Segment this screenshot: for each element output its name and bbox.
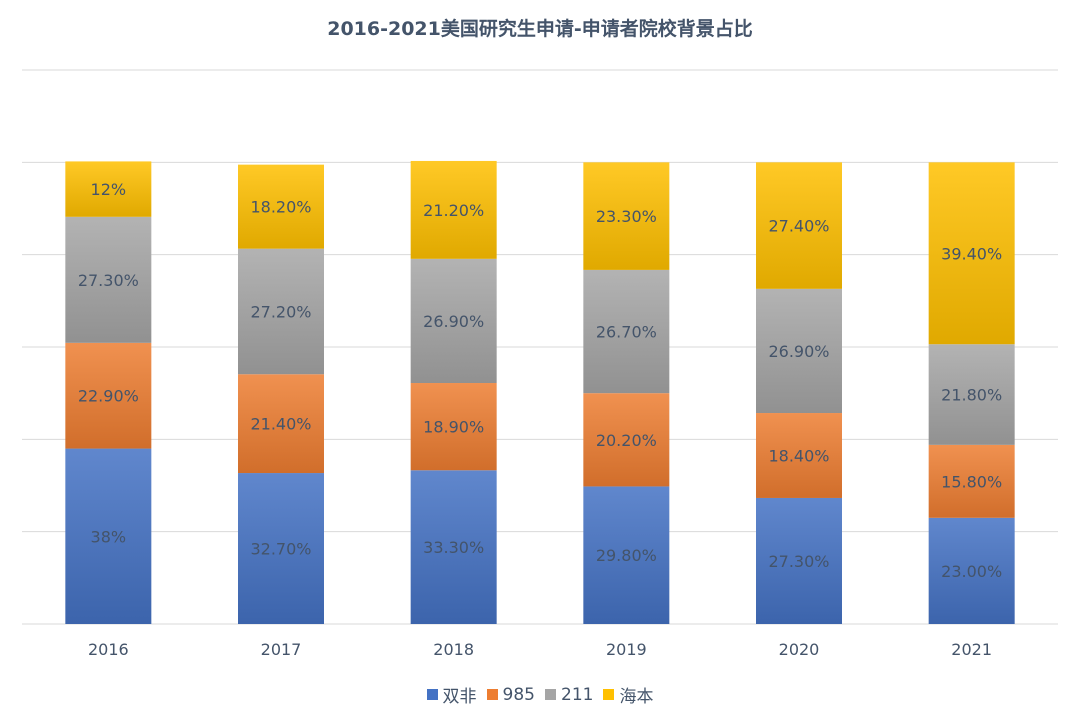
bar-segment (65, 342, 152, 449)
bar-segment (65, 448, 152, 624)
legend-swatch (545, 689, 556, 700)
data-label: 27.30% (768, 552, 829, 571)
data-label: 22.90% (78, 387, 139, 406)
data-label: 38% (91, 527, 127, 546)
data-label: 15.80% (941, 472, 1002, 491)
legend-label: 985 (502, 684, 535, 705)
legend-item: 海本 (603, 682, 653, 707)
bar-segment (410, 160, 497, 259)
data-label: 18.40% (768, 446, 829, 465)
x-tick-label: 2016 (88, 640, 129, 659)
data-label: 33.30% (423, 538, 484, 557)
data-label: 21.80% (941, 386, 1002, 405)
bar-segment (410, 383, 497, 471)
data-label: 26.90% (768, 342, 829, 361)
legend-label: 海本 (619, 687, 654, 707)
data-label: 23.00% (941, 562, 1002, 581)
bar-segment (583, 393, 670, 487)
bar-segment (583, 162, 670, 270)
x-tick-label: 2021 (951, 640, 992, 659)
bar-segment (65, 216, 152, 343)
data-label: 26.70% (596, 323, 657, 342)
data-label: 20.20% (596, 431, 657, 450)
data-label: 21.40% (250, 415, 311, 434)
data-label: 27.40% (768, 217, 829, 236)
bar-segment (583, 269, 670, 394)
bar-segment (756, 162, 842, 289)
data-label: 12% (91, 180, 127, 199)
legend-label: 双非 (442, 687, 477, 707)
bar-segment (756, 288, 842, 414)
data-label: 26.90% (423, 312, 484, 331)
legend-label: 211 (561, 684, 594, 705)
data-label: 18.90% (423, 418, 484, 437)
x-tick-label: 2017 (261, 640, 302, 659)
data-label: 39.40% (941, 244, 1002, 263)
bar-segment (65, 161, 152, 217)
data-label: 27.20% (250, 302, 311, 321)
legend-item: 985 (486, 682, 535, 707)
legend-item: 双非 (426, 682, 477, 707)
data-label: 27.30% (78, 271, 139, 290)
bar-segment (238, 374, 324, 474)
legend-item: 211 (545, 682, 593, 707)
x-tick-label: 2020 (779, 640, 820, 659)
legend-swatch (603, 689, 615, 700)
legend: 双非 985 211 海本 (0, 682, 1080, 707)
bar-segment (756, 413, 842, 498)
bar-segment (238, 164, 324, 249)
bar-segment (410, 258, 497, 384)
bar-segment (928, 444, 1015, 518)
data-label: 32.70% (250, 540, 311, 559)
data-label: 23.30% (596, 207, 657, 226)
data-label: 18.20% (250, 198, 311, 217)
bar-segment (928, 517, 1015, 624)
chart-title: 2016-2021美国研究生申请-申请者院校背景占比 (327, 18, 753, 40)
data-label: 29.80% (596, 546, 657, 565)
bar-segment (583, 486, 670, 624)
bar-segment (756, 497, 842, 624)
bar-segment (410, 470, 497, 624)
data-label: 21.20% (423, 201, 484, 220)
legend-swatch (426, 689, 438, 700)
bar-segment (238, 473, 324, 624)
legend-swatch (486, 689, 498, 700)
x-tick-label: 2018 (433, 640, 474, 659)
x-tick-label: 2019 (606, 640, 647, 659)
bar-segment (928, 162, 1015, 345)
bar-segment (928, 344, 1015, 445)
bar-segment (238, 248, 324, 375)
